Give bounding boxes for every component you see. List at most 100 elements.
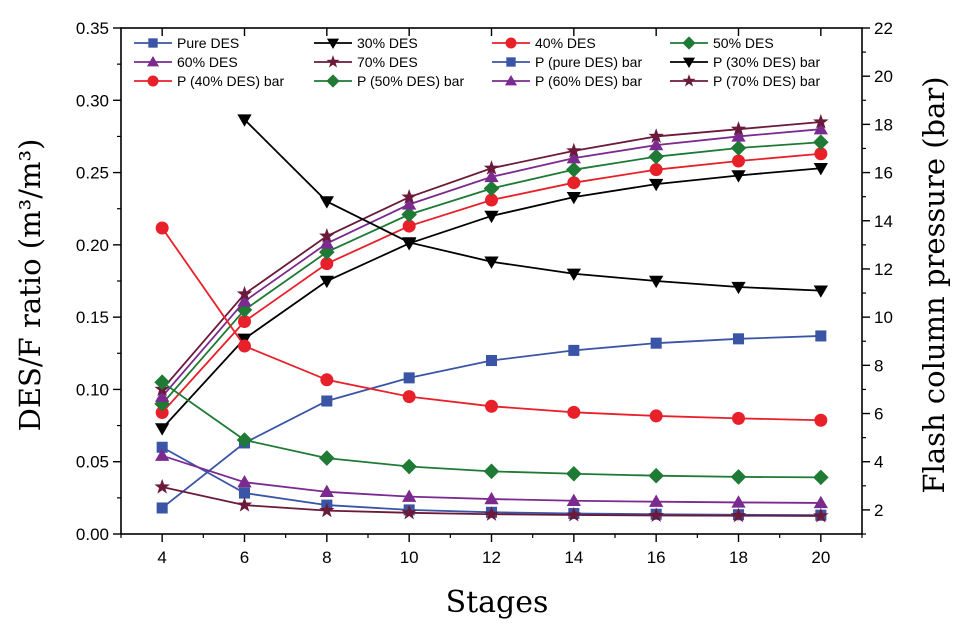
- y-left-tick-label: 0.05: [76, 453, 109, 472]
- data-point: [319, 196, 334, 209]
- data-point: [154, 374, 170, 390]
- data-point: [401, 189, 417, 204]
- data-point: [732, 154, 745, 168]
- x-tick-label: 4: [157, 548, 166, 567]
- y-right-tick-label: 16: [874, 164, 893, 183]
- legend-marker: [504, 74, 518, 86]
- legend-item: P (70% DES) bar: [670, 73, 820, 89]
- series-70-des: [154, 113, 829, 396]
- legend-item: P (pure DES) bar: [492, 54, 642, 70]
- legend-item: P (50% DES) bar: [314, 73, 464, 89]
- data-point: [236, 496, 253, 512]
- data-point: [483, 180, 500, 197]
- y-left-tick-label: 0.35: [76, 19, 109, 38]
- data-point: [237, 294, 252, 307]
- y-right-tick-label: 2: [874, 501, 883, 520]
- data-point: [566, 268, 581, 281]
- data-point: [730, 140, 747, 156]
- data-point: [236, 285, 253, 301]
- y-right-tick-label: 4: [874, 453, 883, 472]
- data-point: [483, 506, 500, 521]
- data-point: [485, 193, 498, 207]
- data-point: [155, 406, 169, 420]
- data-point: [731, 170, 746, 183]
- data-point: [238, 487, 251, 499]
- legend-marker: [682, 57, 696, 69]
- data-point: [813, 507, 829, 523]
- y-left-tick-label: 0.15: [76, 308, 109, 327]
- data-point: [649, 137, 664, 151]
- data-point: [813, 163, 828, 176]
- data-point: [566, 465, 582, 482]
- legend-marker: [682, 36, 696, 50]
- legend-marker: [326, 38, 340, 50]
- legend-marker: [505, 37, 517, 49]
- data-point: [402, 489, 417, 502]
- data-point: [155, 448, 170, 461]
- data-point: [648, 148, 664, 165]
- series-p-50-des-bar: [154, 374, 829, 486]
- data-point: [319, 236, 334, 249]
- data-point: [403, 372, 415, 384]
- data-point: [567, 405, 581, 419]
- data-point: [402, 237, 417, 250]
- y-left-tick-label: 0.20: [76, 236, 109, 255]
- legend-marker: [326, 74, 340, 88]
- legend-item: P (40% DES) bar: [134, 73, 284, 89]
- series-pure-des: [156, 330, 827, 514]
- data-point: [236, 432, 253, 448]
- y-left-tick-label: 0.00: [76, 525, 109, 544]
- data-point: [813, 469, 829, 486]
- legend-item: 30% DES: [314, 35, 418, 51]
- data-point: [732, 333, 745, 345]
- data-point: [402, 219, 416, 233]
- legend-label: 50% DES: [713, 35, 774, 51]
- data-point: [155, 389, 170, 402]
- legend-label: 60% DES: [177, 54, 238, 70]
- data-point: [567, 176, 581, 190]
- legend-marker: [326, 55, 340, 68]
- legend-marker: [682, 74, 696, 87]
- data-point: [813, 134, 829, 151]
- legend-label: 40% DES: [535, 35, 596, 51]
- legend-item: 40% DES: [492, 35, 596, 51]
- data-point: [484, 256, 499, 269]
- series-line: [161, 446, 821, 517]
- data-point: [648, 507, 664, 523]
- legend-marker: [506, 57, 516, 67]
- y-left-tick-label: 0.25: [76, 164, 109, 183]
- data-point: [566, 191, 581, 205]
- data-point: [648, 128, 664, 143]
- legend-label: 70% DES: [357, 54, 418, 70]
- x-axis-label: Stages: [446, 585, 549, 619]
- data-point: [401, 504, 417, 520]
- series-p-40-des-bar: [155, 221, 828, 427]
- y-axis-right-label: Flash column pressure (bar): [917, 76, 951, 493]
- data-point: [730, 121, 747, 136]
- legend: Pure DES 30% DES 40% DES 50% DES 60% DES 70% …: [134, 35, 820, 89]
- legend-item: Pure DES: [134, 35, 239, 51]
- data-point: [813, 122, 828, 135]
- y-right-tick-label: 8: [874, 356, 883, 375]
- legend-item: P (60% DES) bar: [492, 73, 642, 89]
- data-point: [319, 228, 335, 243]
- data-point: [813, 113, 829, 129]
- legend-item: 70% DES: [314, 54, 418, 70]
- data-point: [483, 160, 500, 175]
- x-tick-label: 14: [564, 548, 583, 567]
- data-point: [484, 491, 499, 505]
- y-right-tick-label: 6: [874, 405, 883, 424]
- data-point: [484, 169, 499, 183]
- data-point: [319, 450, 335, 466]
- data-point: [320, 257, 334, 271]
- data-point: [730, 507, 747, 523]
- data-point: [319, 502, 335, 518]
- data-point: [566, 506, 582, 522]
- data-point: [156, 502, 168, 514]
- data-point: [815, 330, 827, 342]
- series-line: [161, 381, 821, 479]
- legend-item: 50% DES: [670, 35, 774, 51]
- data-point: [237, 114, 252, 127]
- data-point: [650, 337, 662, 349]
- legend-marker: [147, 75, 159, 87]
